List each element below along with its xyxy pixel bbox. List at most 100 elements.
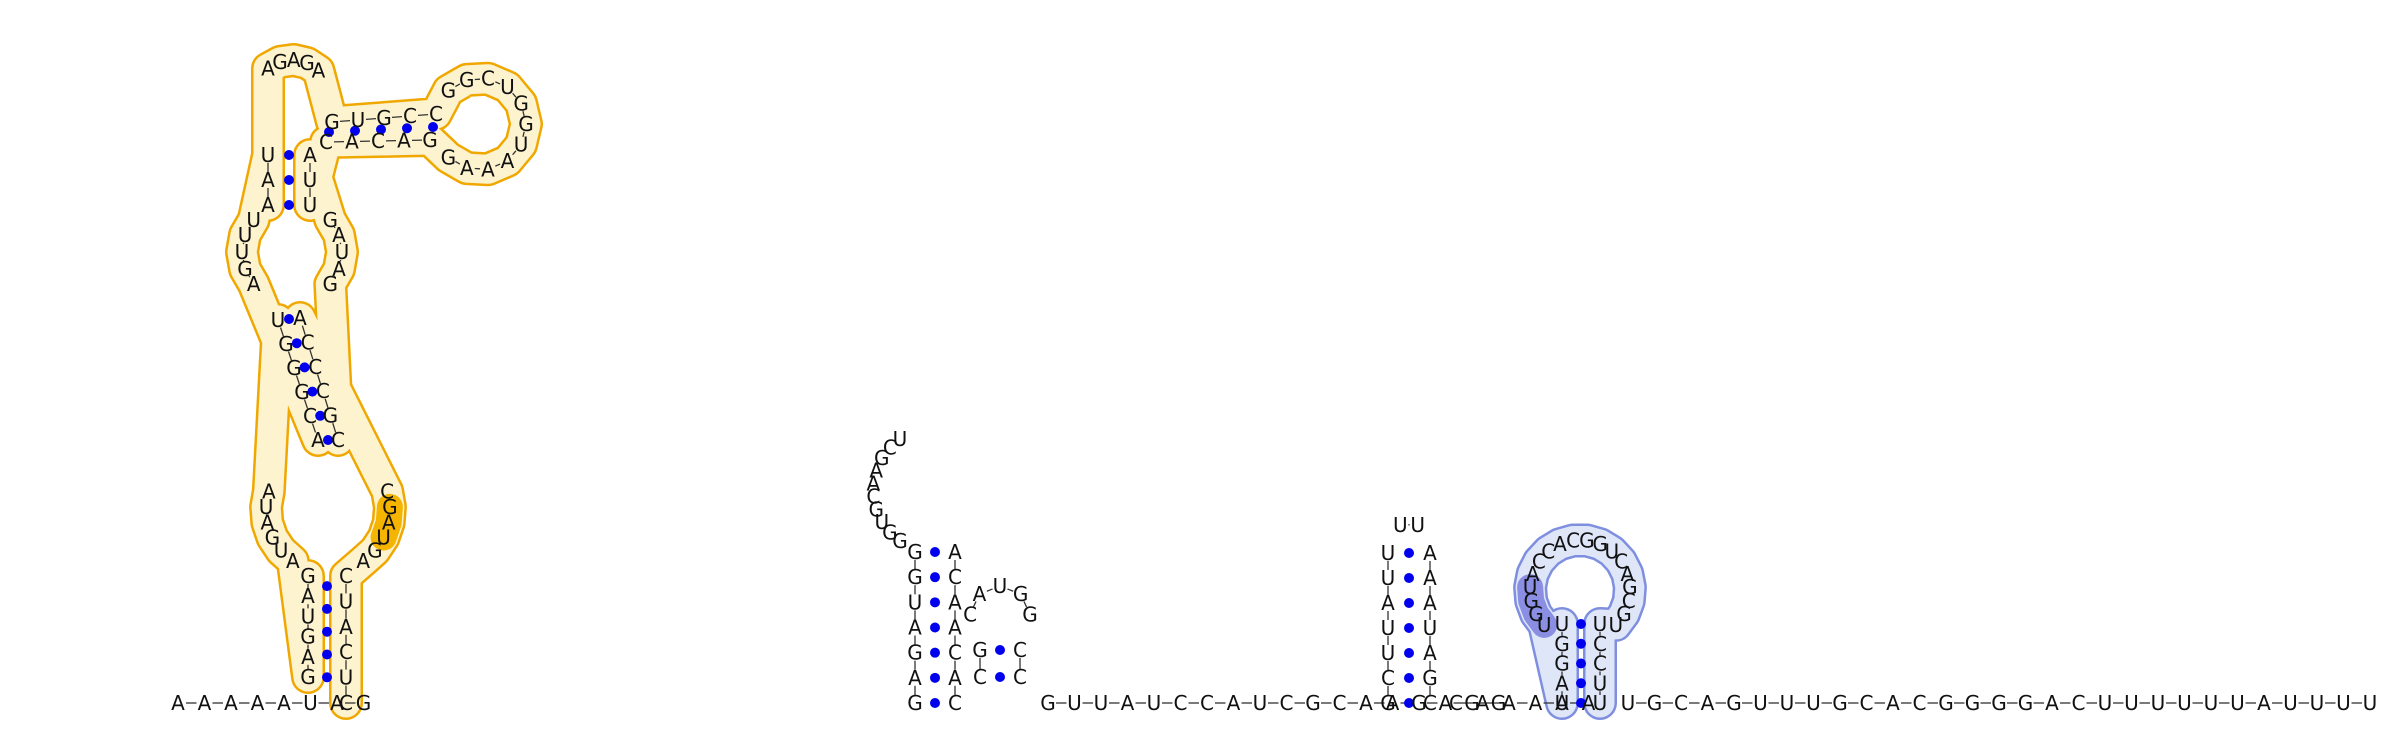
nucleotide: A: [1386, 691, 1400, 715]
nucleotide: G: [518, 112, 534, 136]
nucleotide: A: [262, 479, 276, 503]
nucleotide: A: [948, 540, 962, 564]
nucleotide: U: [1609, 613, 1624, 637]
nucleotide: U: [303, 168, 318, 192]
nucleotide: U: [2177, 691, 2192, 715]
nucleotide: A: [303, 143, 317, 167]
nucleotide: U: [993, 574, 1008, 598]
nucleotide: A: [908, 666, 922, 690]
nucleotide: A: [1423, 566, 1437, 590]
nucleotide: U: [2204, 691, 2219, 715]
nucleotide: U: [893, 427, 908, 451]
nucleotide: A: [948, 590, 962, 614]
backbone-segment: [522, 110, 525, 117]
nucleotide: A: [198, 691, 212, 715]
nucleotide: A: [1555, 691, 1569, 715]
base-pair-dot: [307, 386, 318, 397]
nucleotide: C: [1913, 691, 1927, 715]
nucleotide: C: [1541, 539, 1555, 563]
nucleotide: U: [1593, 612, 1608, 636]
nucleotide: G: [1726, 691, 1742, 715]
nucleotide: C: [1013, 665, 1027, 689]
nucleotide: U: [1381, 641, 1396, 665]
nucleotide: A: [1227, 691, 1241, 715]
nucleotide: G: [907, 641, 923, 665]
nucleotide: C: [316, 379, 330, 403]
nucleotide: U: [376, 525, 391, 549]
nucleotide: A: [260, 511, 274, 535]
nucleotide: C: [1860, 691, 1874, 715]
nucleotide: A: [1701, 691, 1715, 715]
nucleotide: C: [308, 355, 322, 379]
nucleotide: C: [481, 67, 495, 91]
nucleotide: C: [403, 104, 417, 128]
nucleotide: A: [869, 458, 883, 482]
backbone-segment: [248, 275, 251, 278]
base-pair-dot: [284, 150, 294, 160]
base-pair-dot: [930, 647, 940, 658]
nucleotide: G: [286, 356, 302, 380]
nucleotide: A: [312, 59, 326, 83]
nucleotide: A: [1423, 641, 1437, 665]
nucleotide: C: [948, 565, 962, 589]
nucleotide: G: [422, 128, 438, 152]
nucleotide: C: [1593, 632, 1607, 656]
nucleotide: C: [1674, 691, 1688, 715]
nucleotide: U: [1423, 616, 1438, 640]
nucleotide: C: [1280, 691, 1294, 715]
base-pair-dot: [322, 649, 332, 660]
nucleotide: A: [286, 549, 300, 573]
nucleotide: U: [1753, 691, 1768, 715]
nucleotide: A: [1529, 691, 1543, 715]
nucleotide: U: [335, 240, 350, 264]
nucleotide: G: [1464, 691, 1480, 715]
nucleotide: U: [514, 133, 529, 157]
nucleotide: G: [299, 51, 315, 75]
nucleotide: G: [882, 520, 898, 544]
nucleotide: A: [224, 691, 238, 715]
nucleotide: C: [1532, 550, 1546, 574]
nucleotide: U: [1381, 566, 1396, 590]
nucleotide: A: [1555, 671, 1569, 695]
nucleotide: A: [261, 168, 275, 192]
nucleotide: G: [907, 540, 923, 564]
nucleotide: G: [356, 691, 372, 715]
base-pair-dot: [930, 572, 940, 583]
nucleotide: G: [1554, 632, 1570, 656]
nucleotide: C: [301, 330, 315, 354]
nucleotide: C: [1013, 638, 1027, 662]
backbone-segment: [365, 117, 377, 121]
nucleotide: A: [339, 615, 353, 639]
nucleotide: G: [1991, 691, 2007, 715]
backbone-segment: [391, 115, 403, 119]
base-pair-dot: [284, 314, 294, 324]
nucleotide: C: [963, 602, 977, 626]
backbone-segment: [1023, 601, 1028, 608]
nucleotide: A: [501, 149, 515, 173]
nucleotide: U: [259, 495, 274, 519]
nucleotide: U: [301, 604, 316, 628]
nucleotide: C: [1593, 652, 1607, 676]
nucleotide: U: [261, 143, 276, 167]
base-pair-dot: [1576, 619, 1586, 629]
nucleotide: C: [380, 479, 394, 503]
nucleotide: A: [948, 616, 962, 640]
backbone-segment: [339, 119, 351, 123]
nucleotide: U: [1147, 691, 1162, 715]
backbone-segment: [316, 374, 322, 384]
nucleotide: A: [1121, 691, 1135, 715]
nucleotide: G: [441, 79, 457, 103]
nucleotide: G: [376, 106, 392, 130]
base-pair-dot: [402, 123, 412, 134]
nucleotide: U: [908, 590, 923, 614]
nucleotide: A: [1439, 691, 1453, 715]
nucleotide: A: [356, 549, 370, 573]
nucleotide: C: [371, 129, 385, 153]
nucleotide: U: [1780, 691, 1795, 715]
nucleotide: C: [866, 485, 880, 509]
backbone-segment: [248, 226, 251, 229]
base-pair-dot: [322, 626, 332, 637]
nucleotide: A: [397, 129, 411, 153]
nucleotide: G: [1622, 575, 1638, 599]
